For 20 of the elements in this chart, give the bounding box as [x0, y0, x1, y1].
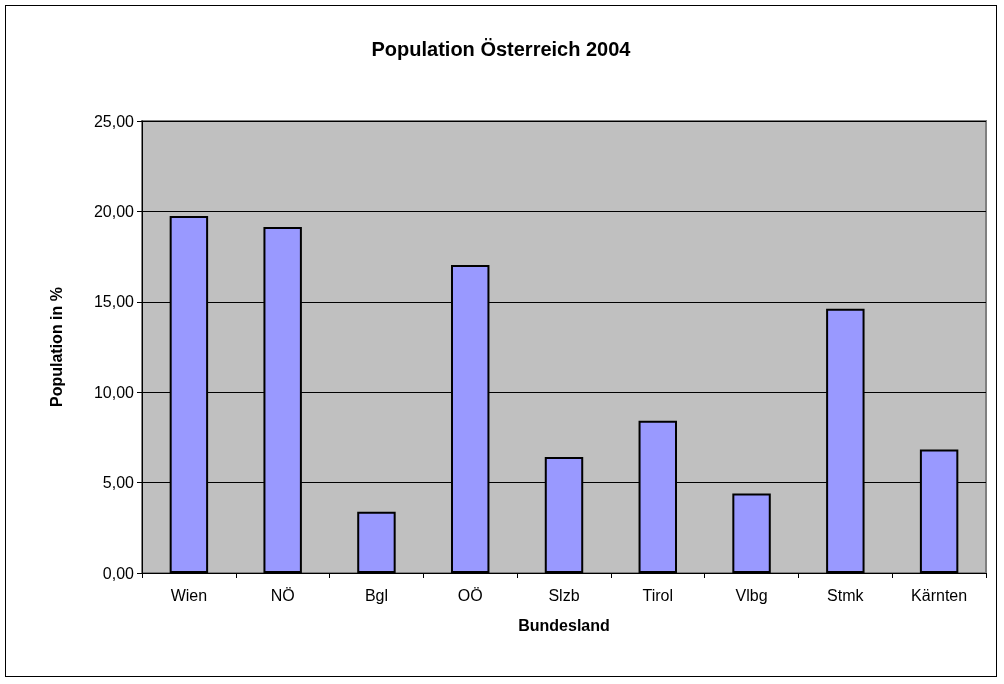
x-tick-label: Slzb: [548, 586, 580, 604]
x-tick-label: OÖ: [457, 586, 483, 604]
x-tick-label: Tirol: [642, 586, 674, 604]
x-tick-label: Wien: [170, 586, 208, 604]
y-tick-label: 0,00: [102, 564, 135, 582]
y-tick-label: 20,00: [93, 202, 135, 220]
chart-title: Population Österreich 2004: [371, 38, 632, 60]
x-tick-label: Vlbg: [735, 586, 768, 604]
y-tick-label: 5,00: [102, 474, 135, 492]
x-tick-label: Stmk: [827, 586, 865, 604]
y-tick-label: 10,00: [93, 383, 135, 401]
x-tick-label: Bgl: [364, 586, 389, 604]
bar: [732, 493, 771, 573]
y-tick-label: 25,00: [93, 112, 135, 130]
bar: [357, 511, 396, 573]
y-tick-label: 15,00: [93, 293, 135, 311]
x-tick-label: Kärnten: [911, 586, 968, 604]
x-tick-label: NÖ: [270, 586, 295, 604]
y-axis-title: Population in %: [47, 287, 65, 407]
x-axis-title: Bundesland: [518, 616, 610, 634]
